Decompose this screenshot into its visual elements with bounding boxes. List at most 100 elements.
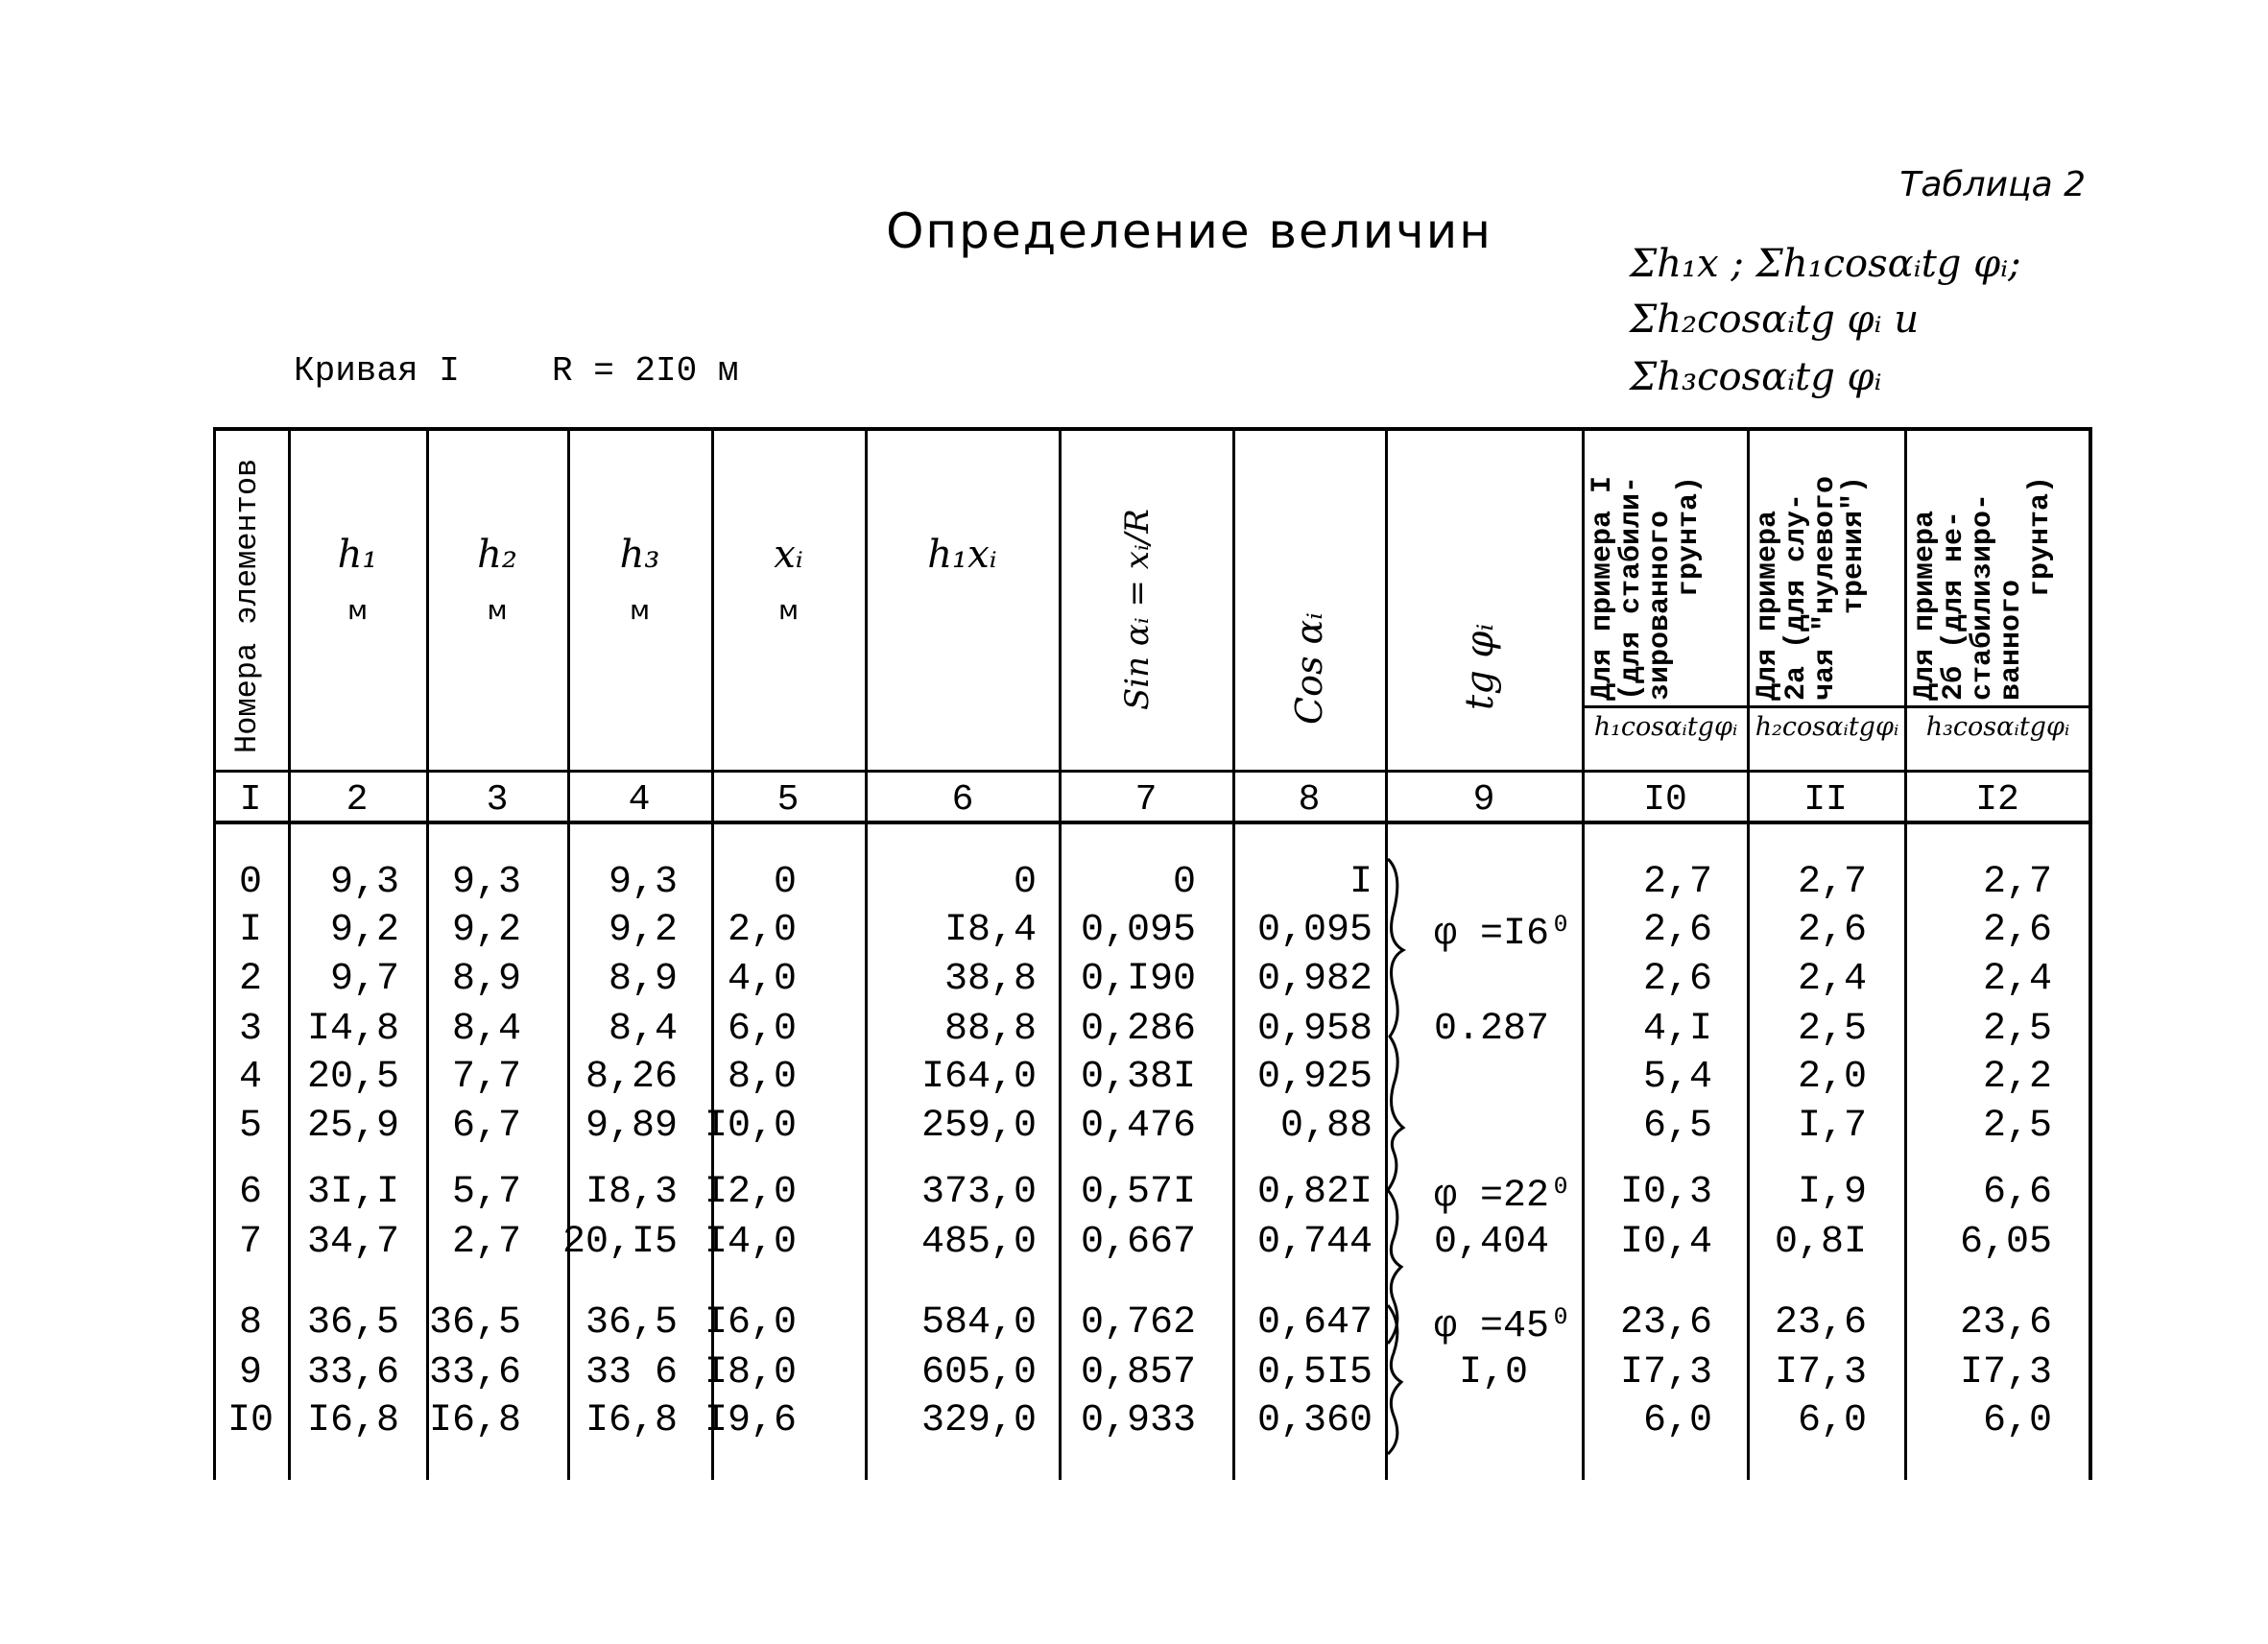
table-cell: 33,6 <box>428 1351 521 1394</box>
table-cell: 23,6 <box>1959 1301 2052 1345</box>
table-cell: 0,404 <box>1434 1221 1550 1264</box>
header-xi: xᵢ м <box>712 533 865 626</box>
table-cell: 8,4 <box>608 1008 678 1051</box>
table-cell: 0,095 <box>1256 909 1373 952</box>
table-cell: I4,8 <box>306 1008 399 1051</box>
table-cell: φ =45⁰ <box>1434 1305 1573 1348</box>
column-border <box>1232 429 1235 1480</box>
header-h3: h₃ м <box>568 533 711 626</box>
table-cell: I7,3 <box>1774 1351 1867 1394</box>
table-cell: 2,5 <box>1797 1008 1867 1051</box>
column-number: I2 <box>1975 779 2019 821</box>
table-cell: 0,82I <box>1256 1171 1373 1214</box>
brace-group-1-icon <box>1386 857 1407 1191</box>
table-cell: 5 <box>238 1105 262 1148</box>
header-h2-unit: м <box>487 594 508 626</box>
header-h1-unit: м <box>346 594 369 626</box>
table-cell: 0,933 <box>1080 1399 1196 1442</box>
table-cell: 2 <box>238 958 262 1001</box>
table-cell: 2,7 <box>1642 861 1712 904</box>
table-cell: 0 <box>773 861 797 904</box>
table-cell: 584,0 <box>920 1301 1037 1345</box>
table-cell: I0 <box>227 1399 274 1442</box>
table-cell: 0 <box>1013 861 1037 904</box>
column-number: 9 <box>1472 779 1495 821</box>
table-cell: I7,3 <box>1619 1351 1712 1394</box>
table-cell: 6,0 <box>1642 1399 1712 1442</box>
table-cell: 0,958 <box>1256 1008 1373 1051</box>
table-cell: I6,8 <box>306 1399 399 1442</box>
table-cell: I6,8 <box>585 1399 678 1442</box>
table-cell: 6,7 <box>451 1105 521 1148</box>
table-cell: I,0 <box>1459 1351 1529 1394</box>
column-number: 2 <box>346 779 369 821</box>
table-cell: I <box>1349 861 1373 904</box>
table-cell: 3 <box>238 1008 262 1051</box>
table-cell: φ =22⁰ <box>1434 1175 1573 1218</box>
table-cell: 5,4 <box>1642 1056 1712 1099</box>
table-cell: 329,0 <box>920 1399 1037 1442</box>
table-cell: 25,9 <box>306 1105 399 1148</box>
table-cell: 6,0 <box>727 1008 797 1051</box>
subheader-example-2b: h₃cosαᵢtgφᵢ <box>1925 712 2070 742</box>
column-border <box>1059 429 1062 1480</box>
column-border <box>567 429 570 1480</box>
table-cell: 0,38I <box>1080 1056 1196 1099</box>
table-cell: 0,476 <box>1080 1105 1196 1148</box>
table-cell: I8,4 <box>943 909 1037 952</box>
column-border <box>865 429 868 1480</box>
table-cell: I8,3 <box>585 1171 678 1214</box>
table-cell: I6,8 <box>428 1399 521 1442</box>
table-cell: 4,I <box>1642 1008 1712 1051</box>
table-cell: 9,3 <box>608 861 678 904</box>
table-cell: 0,667 <box>1080 1221 1196 1264</box>
table-cell: 0,8I <box>1774 1221 1867 1264</box>
table-cell: I8,0 <box>704 1351 797 1394</box>
header-sin-alpha: Sin αᵢ = xᵢ/R <box>1118 509 1157 710</box>
column-number-divider <box>213 821 2092 824</box>
table-cell: 2,0 <box>1797 1056 1867 1099</box>
table-cell: I,7 <box>1797 1105 1867 1148</box>
table-cell: 9,3 <box>329 861 399 904</box>
table-cell: φ =I6⁰ <box>1434 913 1573 956</box>
table-cell: 8,9 <box>608 958 678 1001</box>
page-title: Определение величин <box>886 203 1492 259</box>
column-border <box>1904 429 1907 1480</box>
table-cell: 9,3 <box>451 861 521 904</box>
table-cell: 2,2 <box>1982 1056 2052 1099</box>
column-border <box>213 429 216 1480</box>
header-h3-unit: м <box>629 594 651 626</box>
table-cell: 2,7 <box>451 1221 521 1264</box>
table-top-border <box>213 427 2092 431</box>
header-element-number: Номера элементов <box>229 458 265 753</box>
table-cell: 6 <box>238 1171 262 1214</box>
curve-name: Кривая I <box>294 351 460 391</box>
header-example-2b: Для примера 2б (для не- стабилизиро- ван… <box>1909 475 2057 701</box>
table-cell: 33,6 <box>306 1351 399 1394</box>
table-cell: 4,0 <box>727 958 797 1001</box>
table-cell: 5,7 <box>451 1171 521 1214</box>
table-cell: 0,286 <box>1080 1008 1196 1051</box>
formula-line-1: Σh₁x ; Σh₁cosαᵢtg φᵢ; <box>1630 242 2021 286</box>
table-cell: 9,89 <box>585 1105 678 1148</box>
column-number: 8 <box>1298 779 1321 821</box>
table-cell: 3I,I <box>306 1171 399 1214</box>
table-cell: 0 <box>238 861 262 904</box>
table-cell: 9 <box>238 1351 262 1394</box>
table-cell: 0,762 <box>1080 1301 1196 1345</box>
table-cell: 8,9 <box>451 958 521 1001</box>
header-h1: h₁ м <box>289 533 426 626</box>
subheader-example-1: h₁cosαᵢtgφᵢ <box>1593 712 1738 742</box>
table-cell: 9,2 <box>608 909 678 952</box>
table-cell: 259,0 <box>920 1105 1037 1148</box>
table-cell: 6,6 <box>1982 1171 2052 1214</box>
header-xi-unit: м <box>777 594 800 626</box>
table-cell: 0,095 <box>1080 909 1196 952</box>
table-cell: I4,0 <box>704 1221 797 1264</box>
table-cell: 0,57I <box>1080 1171 1196 1214</box>
brace-group-2-icon <box>1386 1189 1404 1345</box>
table-cell: I0,0 <box>704 1105 797 1148</box>
table-cell: 23,6 <box>1619 1301 1712 1345</box>
table-cell: 2,6 <box>1642 909 1712 952</box>
